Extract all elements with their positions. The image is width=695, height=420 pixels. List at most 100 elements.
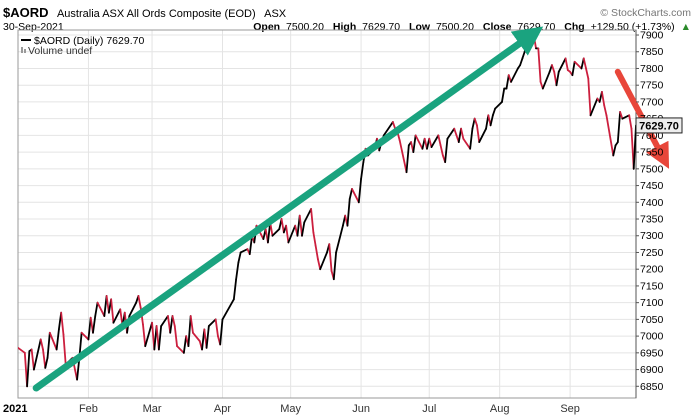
price-segment bbox=[603, 104, 608, 117]
price-segment bbox=[173, 325, 178, 348]
volume-bars-icon bbox=[21, 47, 23, 53]
y-tick-label: 7400 bbox=[640, 197, 664, 209]
x-tick-label: Feb bbox=[79, 403, 98, 415]
price-segment bbox=[87, 316, 92, 341]
price-segment bbox=[287, 224, 297, 244]
price-segment bbox=[42, 348, 47, 369]
y-tick-label: 7150 bbox=[640, 280, 664, 292]
price-segment bbox=[537, 47, 542, 83]
price-segment bbox=[589, 97, 599, 117]
price-segment bbox=[60, 311, 65, 336]
price-segment bbox=[157, 325, 163, 351]
price-segment bbox=[587, 77, 592, 117]
price-segment bbox=[489, 114, 494, 127]
y-tick-label: 7100 bbox=[640, 297, 664, 309]
price-segment bbox=[55, 328, 60, 351]
price-segment bbox=[312, 231, 317, 247]
price-segment bbox=[110, 298, 115, 324]
trend-arrows bbox=[32, 26, 670, 392]
price-segment bbox=[519, 57, 524, 67]
price-segment bbox=[585, 67, 590, 80]
price-segment bbox=[221, 298, 235, 321]
price-segment bbox=[460, 127, 465, 140]
downtrend-arrow bbox=[614, 68, 670, 169]
price-segment bbox=[207, 318, 217, 327]
y-tick-label: 7700 bbox=[640, 96, 664, 108]
price-segment bbox=[26, 350, 31, 388]
volume-bars-icon-2 bbox=[24, 49, 26, 53]
high-value: 7629.70 bbox=[362, 21, 400, 33]
price-segment bbox=[332, 251, 337, 281]
y-tick-label: 7450 bbox=[640, 180, 664, 192]
price-segment bbox=[430, 134, 440, 148]
price-segment bbox=[182, 335, 188, 354]
price-segment bbox=[621, 114, 631, 120]
open-value: 7500.20 bbox=[286, 21, 324, 33]
exchange-label: ASX bbox=[264, 8, 287, 20]
price-segment bbox=[501, 87, 506, 103]
chg-label: Chg bbox=[564, 21, 584, 33]
price-segment bbox=[348, 188, 353, 200]
y-tick-label: 7000 bbox=[640, 331, 664, 343]
price-segment bbox=[494, 101, 503, 110]
x-axis-ticks: 2021 Feb Mar Apr May Jun Jul Aug Sep bbox=[3, 403, 580, 415]
price-segment bbox=[582, 57, 587, 70]
price-segment bbox=[298, 214, 303, 237]
price-segment bbox=[335, 224, 344, 254]
stockcharts-watermark: © StockCharts.com bbox=[600, 7, 691, 19]
price-segment bbox=[462, 137, 472, 150]
price-segment bbox=[398, 139, 408, 174]
y-tick-label: 7350 bbox=[640, 214, 664, 226]
ticker-symbol: $AORD bbox=[3, 5, 49, 20]
price-segment bbox=[382, 121, 394, 137]
price-segment bbox=[39, 338, 44, 351]
price-segment bbox=[303, 208, 312, 224]
open-label: Open bbox=[253, 21, 280, 33]
price-segment bbox=[192, 331, 201, 343]
price-segment bbox=[351, 188, 360, 204]
ohlc-row: Open 7500.20 High 7629.70 Low 7500.20 Cl… bbox=[253, 21, 691, 33]
price-segment bbox=[285, 224, 290, 244]
x-tick-label: Jul bbox=[422, 403, 436, 415]
price-segment bbox=[187, 315, 192, 348]
price-segment bbox=[80, 331, 90, 341]
price-segment bbox=[219, 318, 224, 346]
quote-date: 30-Sep-2021 bbox=[3, 21, 64, 33]
price-segment bbox=[541, 70, 551, 90]
price-segment bbox=[357, 177, 362, 204]
price-segment bbox=[112, 308, 122, 324]
price-segment bbox=[96, 301, 106, 317]
price-segment bbox=[176, 345, 185, 354]
price-segment bbox=[510, 67, 519, 83]
chart-header: $AORD Australia ASX All Ords Composite (… bbox=[3, 4, 287, 21]
price-segment bbox=[271, 228, 281, 237]
last-price-label: 7629.70 bbox=[639, 120, 679, 132]
last-price-marker: 7629.70 bbox=[635, 117, 683, 134]
x-tick-label: Sep bbox=[560, 403, 580, 415]
y-tick-label: 7300 bbox=[640, 230, 664, 242]
price-segment bbox=[248, 234, 253, 256]
price-segment bbox=[616, 111, 621, 143]
price-segment bbox=[48, 331, 58, 351]
price-segment bbox=[171, 315, 176, 327]
price-segment bbox=[30, 348, 35, 371]
price-segment bbox=[405, 144, 410, 174]
price-segment bbox=[473, 117, 478, 127]
price-segment bbox=[280, 218, 285, 234]
x-tick-label: May bbox=[280, 403, 301, 415]
price-segment bbox=[478, 127, 487, 143]
price-segment bbox=[92, 315, 97, 334]
y-tick-label: 7550 bbox=[640, 147, 664, 159]
price-segment bbox=[169, 315, 174, 334]
uptrend-arrow bbox=[32, 26, 544, 392]
price-segment bbox=[33, 338, 42, 371]
chg-up-arrow-icon: ▲ bbox=[681, 21, 691, 33]
price-segment bbox=[301, 221, 306, 237]
price-segment bbox=[144, 321, 153, 348]
y-axis-ticks: 6850 6900 6950 7000 7050 7100 7150 7200 7250 7300… bbox=[636, 30, 664, 393]
price-segment bbox=[46, 331, 51, 359]
price-segment bbox=[601, 90, 606, 107]
price-segment bbox=[555, 70, 560, 87]
price-segment bbox=[571, 60, 576, 77]
